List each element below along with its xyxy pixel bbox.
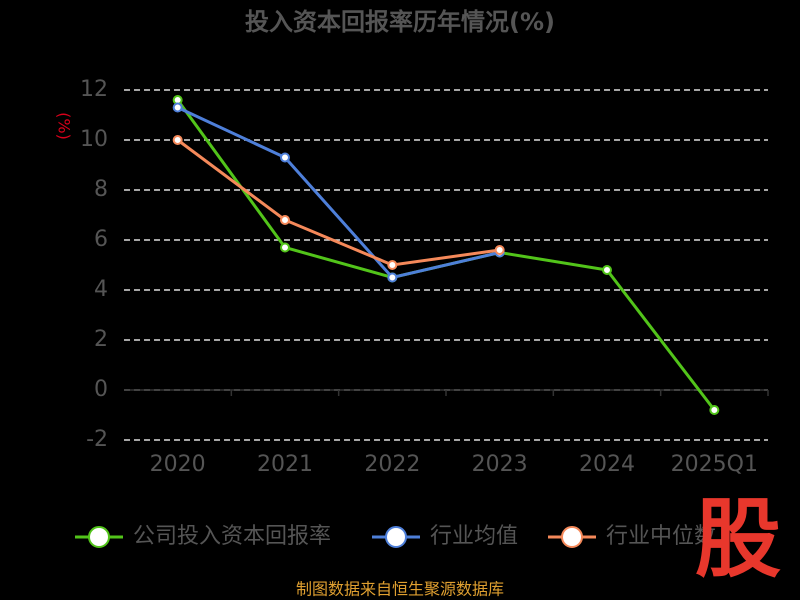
y-tick-label: 10 (80, 127, 108, 152)
data-point (602, 265, 612, 275)
x-tick-label: 2020 (150, 452, 206, 477)
data-point (280, 152, 290, 163)
series-line (177, 106, 501, 280)
y-tick-label: 2 (94, 327, 108, 352)
data-point (280, 215, 290, 225)
x-tick-label: 2023 (472, 452, 528, 477)
y-tick-label: 8 (94, 177, 108, 202)
x-tick-label: 2025Q1 (671, 452, 758, 477)
y-tick-label: 0 (94, 377, 108, 402)
legend-marker (88, 526, 110, 548)
y-axis-label: (%) (55, 112, 74, 140)
data-point (172, 102, 183, 113)
chart-title: 投入资本回报率历年情况(%) (245, 8, 555, 36)
series-line (176, 138, 500, 267)
x-tick-label: 2022 (364, 452, 420, 477)
watermark-logo: 股 (695, 489, 781, 589)
legend-marker (385, 526, 407, 548)
data-point (172, 135, 183, 145)
legend-label: 公司投入资本回报率 (133, 524, 331, 549)
legend-marker (561, 526, 583, 548)
y-tick-label: 6 (94, 227, 108, 252)
data-point (387, 260, 398, 270)
x-tick-label: 2024 (579, 452, 635, 477)
legend-label: 行业均值 (430, 524, 518, 549)
data-point (709, 405, 720, 415)
data-point (494, 245, 505, 255)
source-note: 制图数据来自恒生聚源数据库 (296, 580, 504, 599)
y-tick-label: 4 (94, 277, 108, 302)
y-tick-label: 12 (80, 77, 108, 102)
legend-label: 行业中位数 (606, 524, 716, 549)
y-tick-label: -2 (86, 427, 108, 452)
data-point (387, 272, 398, 283)
data-point (280, 242, 290, 253)
x-tick-label: 2021 (257, 452, 313, 477)
